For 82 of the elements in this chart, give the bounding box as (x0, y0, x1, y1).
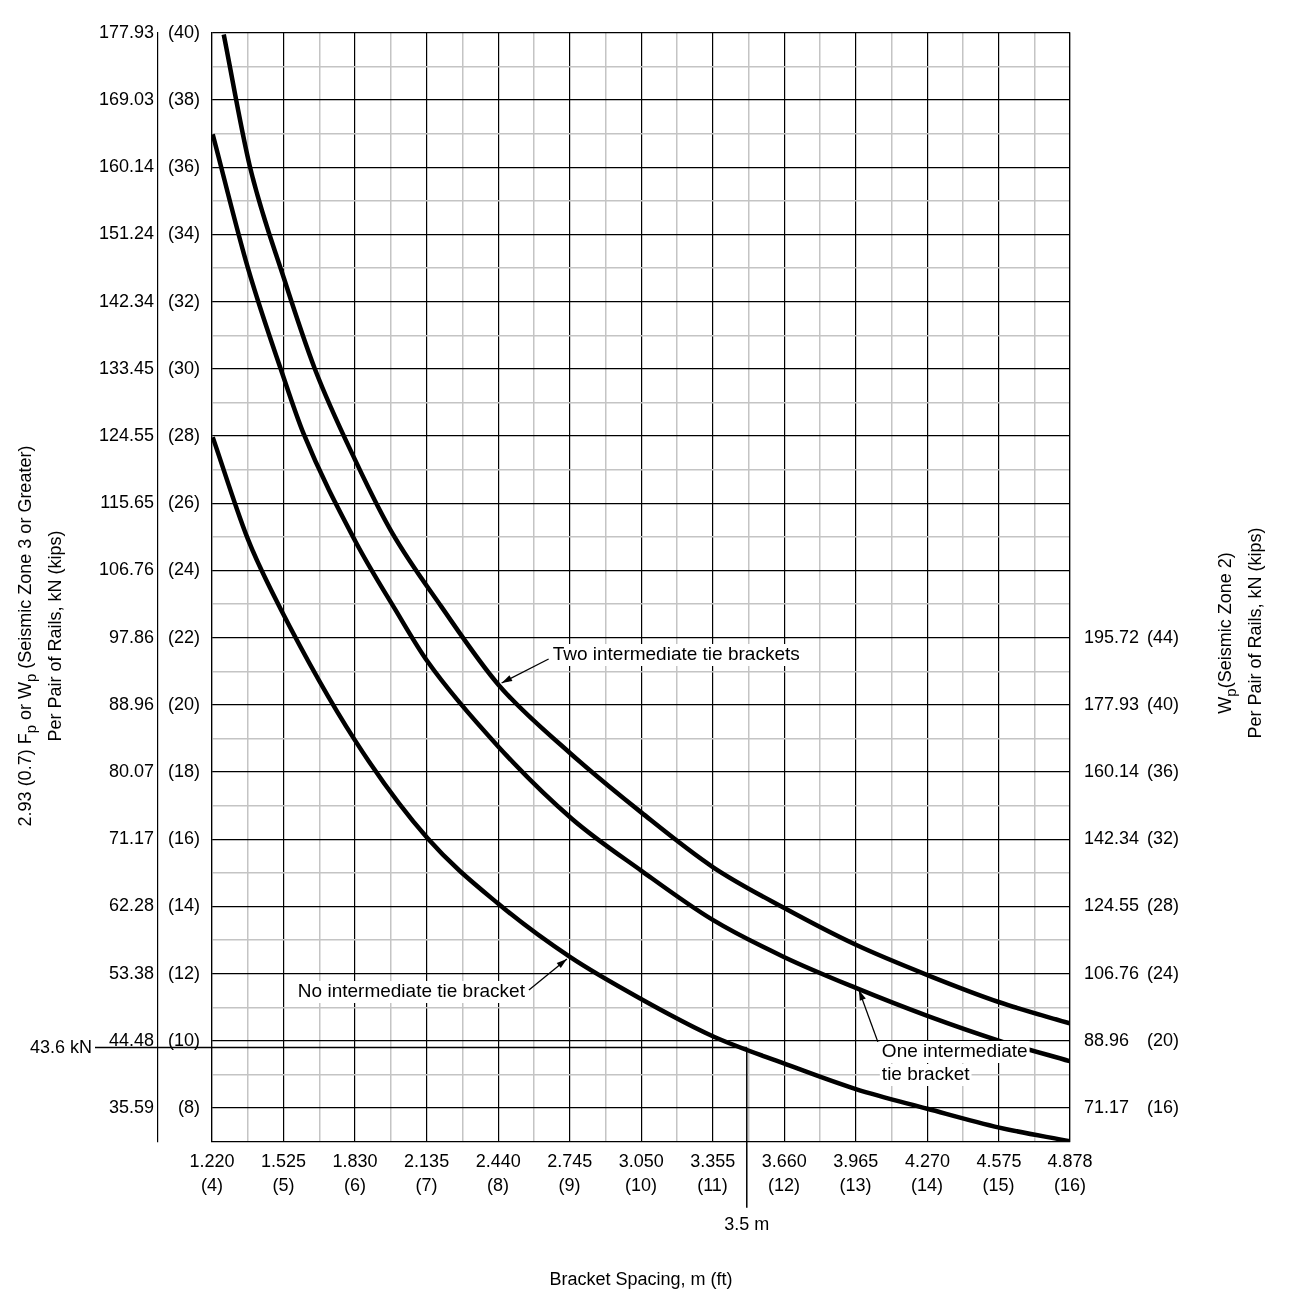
y2-tick-label: 71.17 (1084, 1097, 1130, 1118)
x2-tick-label: (16) (1053, 1175, 1087, 1196)
y3-tick-label: (14) (167, 895, 200, 916)
y-tick-label: 88.96 (108, 693, 154, 714)
y-tick-label: 80.07 (108, 761, 154, 782)
y3-tick-label: (32) (167, 290, 200, 311)
y-tick-label: 133.45 (98, 357, 154, 378)
x-tick-label: 3.050 (618, 1151, 664, 1172)
x2-tick-label: (10) (624, 1175, 658, 1196)
y3-tick-label: (38) (167, 88, 200, 109)
y3-tick-label: (26) (167, 492, 200, 513)
y-tick-label: 142.34 (98, 290, 154, 311)
text: (24) (1147, 962, 1180, 983)
y-tick-label: 35.59 (108, 1097, 154, 1118)
x2-tick-label: (9) (558, 1175, 581, 1196)
y3-tick-label: (10) (167, 1029, 200, 1050)
x2-tick-label: (15) (982, 1175, 1015, 1196)
x2-tick-label: (12) (767, 1175, 801, 1196)
y2-tick-label: 124.55 (1084, 895, 1140, 916)
series-label: One intermediate tie bracket (881, 1040, 1028, 1085)
y3-tick-label: (30) (167, 357, 200, 378)
y3-tick-label: (8) (178, 1097, 200, 1118)
y-tick-label: 177.93 (98, 21, 154, 42)
y-tick-label: 160.14 (98, 156, 154, 177)
y3-tick-label: (18) (167, 761, 200, 782)
x-tick-label: 1.220 (189, 1151, 235, 1172)
y3-tick-label: (20) (167, 693, 200, 714)
y-tick-label: 62.28 (108, 895, 154, 916)
text: No intermediate tie bracket (297, 980, 526, 1002)
text: (20) (1147, 1029, 1180, 1050)
text: (32) (1147, 828, 1180, 849)
y3-tick-label: (34) (167, 223, 200, 244)
y-tick-label: 53.38 (108, 962, 154, 983)
x2-tick-label: (5) (272, 1175, 295, 1196)
y3-tick-label: (24) (167, 559, 200, 580)
ref-line-label: 3.5 m (724, 1213, 770, 1234)
x-tick-label: 3.355 (690, 1151, 736, 1172)
y-tick-label: 169.03 (98, 89, 154, 109)
x-axis-title: Bracket Spacing, m (ft) (549, 1269, 733, 1290)
y3-tick-label: (16) (167, 828, 200, 849)
y3-tick-label: (22) (167, 626, 200, 647)
y-tick-label: 44.48 (108, 1029, 154, 1050)
x-tick-label: 2.135 (404, 1151, 450, 1172)
x2-tick-label: (6) (344, 1175, 366, 1196)
y2-tick-label: 177.93 (1084, 693, 1140, 714)
y2-tick-label: 88.96 (1084, 1029, 1130, 1050)
x2-tick-label: (13) (839, 1175, 872, 1196)
x-tick-label: 1.830 (332, 1151, 378, 1172)
text: (44) (1147, 626, 1180, 647)
y-tick-label: 71.17 (108, 828, 154, 849)
x2-tick-label: (7) (415, 1175, 438, 1196)
y-tick-label: 106.76 (98, 559, 154, 580)
x-tick-label: 4.270 (904, 1151, 950, 1172)
text: (16) (1147, 1097, 1180, 1118)
y-tick-label: 151.24 (98, 223, 154, 244)
y-tick-label: 97.86 (108, 626, 154, 647)
x2-tick-label: (4) (201, 1175, 223, 1196)
y3-tick-label: (40) (167, 21, 200, 42)
text: (28) (1147, 895, 1180, 916)
text: (36) (1147, 761, 1180, 782)
x-tick-label: 3.965 (833, 1151, 879, 1172)
x-tick-label: 4.878 (1047, 1151, 1093, 1172)
x-tick-label: 3.660 (761, 1151, 807, 1172)
x-tick-label: 1.525 (261, 1151, 307, 1172)
x2-tick-label: (11) (697, 1175, 728, 1196)
y-tick-label: 124.55 (98, 425, 154, 446)
y3-tick-label: (36) (167, 156, 200, 177)
x-tick-label: 2.440 (475, 1151, 521, 1172)
y3-tick-label: (28) (167, 425, 200, 446)
x2-tick-label: (14) (910, 1175, 944, 1196)
ref-line-label: 43.6 kN (29, 1036, 92, 1057)
y2-tick-label: 106.76 (1084, 962, 1140, 983)
text: (40) (1147, 693, 1180, 714)
y2-tick-label: 142.34 (1084, 828, 1140, 849)
x-tick-label: 2.745 (547, 1151, 593, 1172)
x2-tick-label: (8) (487, 1175, 509, 1196)
y2-tick-label: 195.72 (1084, 626, 1140, 647)
text: Two intermediate tie brackets (552, 643, 800, 665)
y2-tick-label: 160.14 (1084, 761, 1140, 782)
y-tick-label: 115.65 (100, 492, 154, 513)
x-tick-label: 4.575 (976, 1151, 1022, 1172)
y3-tick-label: (12) (167, 962, 200, 983)
